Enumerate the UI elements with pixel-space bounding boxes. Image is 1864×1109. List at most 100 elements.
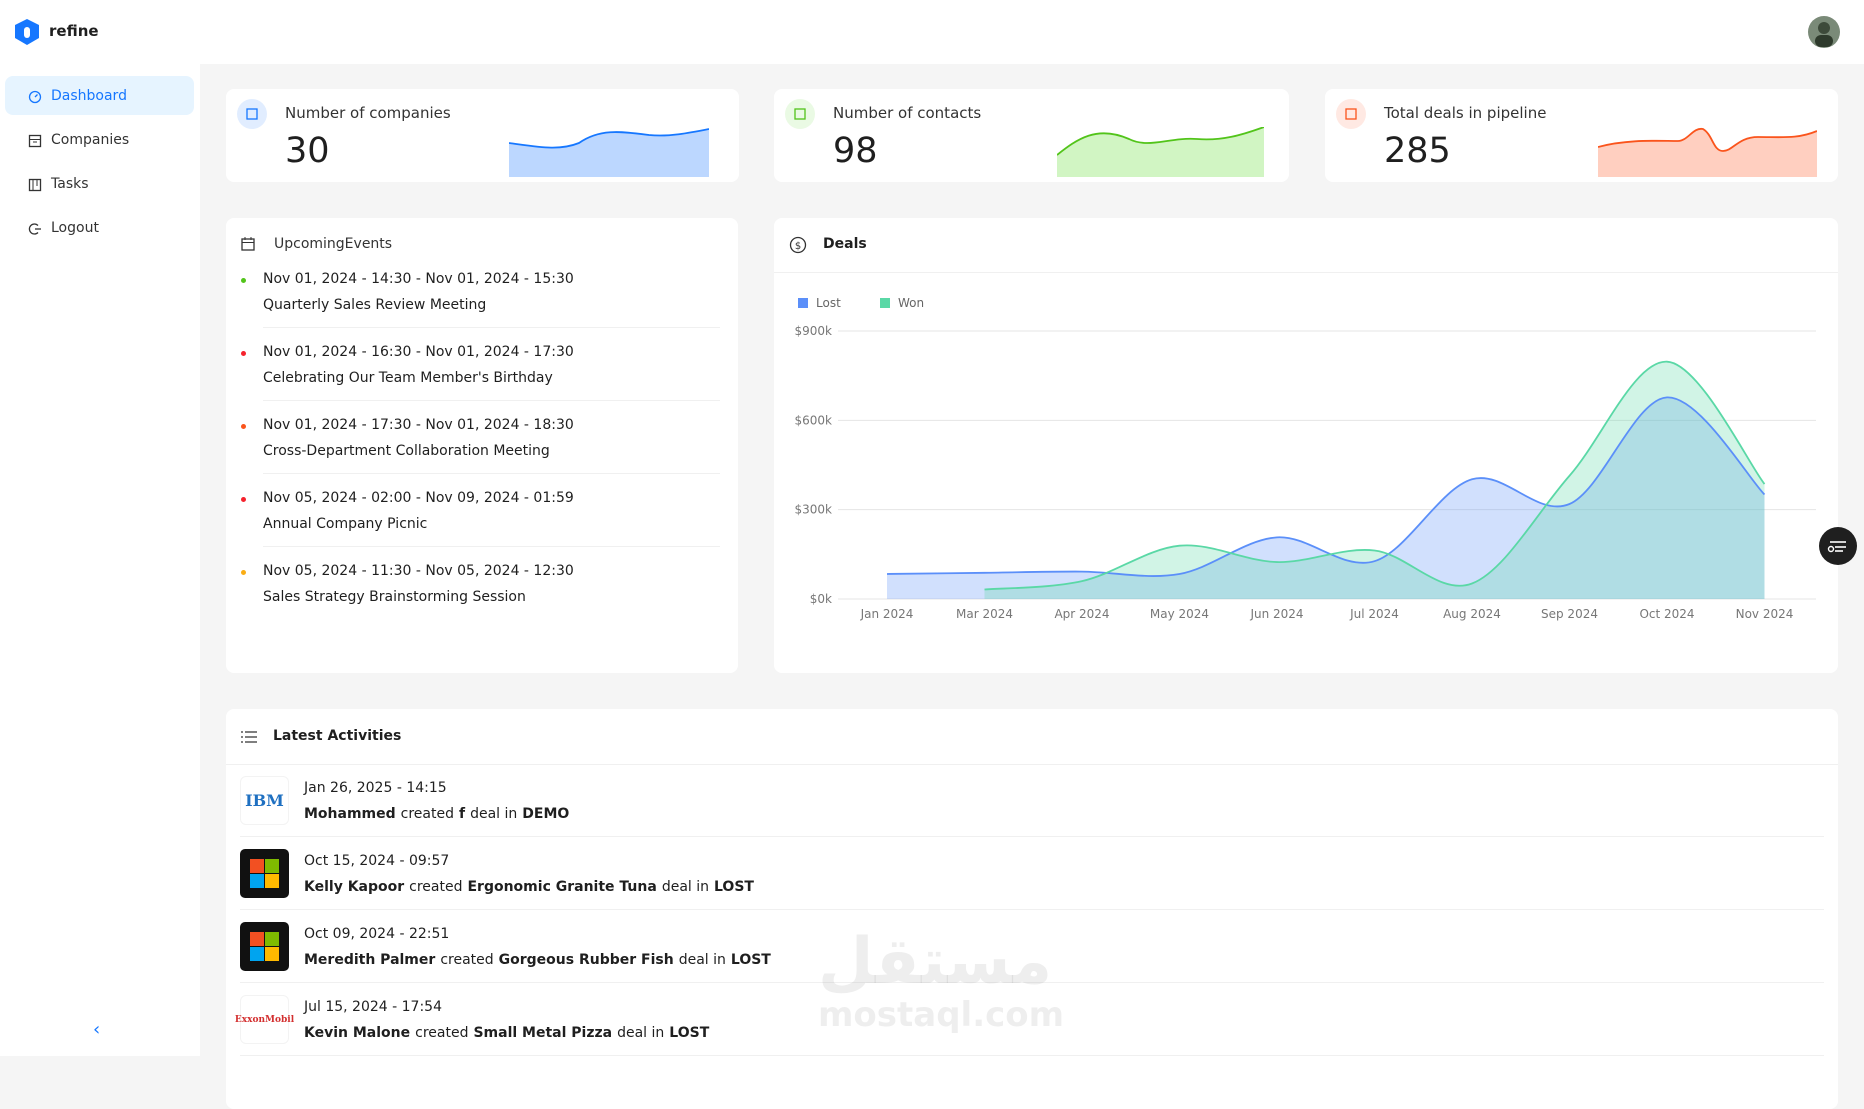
stat-value: 30 [285, 131, 330, 171]
x-tick-label: Apr 2024 [1054, 607, 1109, 621]
stat-value: 285 [1384, 131, 1451, 171]
watermark-latin: mostaql.com [818, 995, 1065, 1035]
event-title: Cross-Department Collaboration Meeting [263, 443, 550, 459]
activity-user: Mohammed [304, 806, 396, 822]
event-time: Nov 01, 2024 - 17:30 - Nov 01, 2024 - 18… [263, 417, 574, 433]
divider [263, 546, 720, 547]
activity-user: Kevin Malone [304, 1025, 411, 1041]
stat-icon [237, 99, 267, 129]
stat-title: Number of companies [285, 104, 451, 122]
stat-value: 98 [833, 131, 878, 171]
x-tick-label: Aug 2024 [1443, 607, 1501, 621]
stat-icon [785, 99, 815, 129]
event-title: Sales Strategy Brainstorming Session [263, 589, 526, 605]
event-dot [241, 570, 246, 575]
menu-item[interactable]: Companies [51, 132, 130, 148]
event-title: Annual Company Picnic [263, 516, 428, 532]
calendar-icon [241, 237, 255, 251]
event-time: Nov 05, 2024 - 02:00 - Nov 09, 2024 - 01… [263, 490, 574, 506]
sidebar: Dashboard Companies Tasks Logout ‹ [0, 64, 200, 1056]
y-tick-label: $0k [810, 592, 832, 606]
event-dot [241, 278, 246, 283]
menu-icon [28, 90, 42, 104]
avatar[interactable] [1808, 16, 1840, 48]
activity-connector: deal in [470, 806, 518, 822]
stat-icon [1336, 99, 1366, 129]
company-logo [240, 922, 289, 971]
menu-icon [28, 134, 42, 148]
series-area [887, 397, 1765, 599]
list-icon [241, 731, 257, 743]
series-line [984, 360, 1766, 591]
activity-deal: Ergonomic Granite Tuna [467, 879, 657, 895]
stat-title: Total deals in pipeline [1384, 104, 1547, 122]
menu-item[interactable]: Tasks [51, 176, 89, 192]
activity-stage: LOST [669, 1025, 710, 1041]
divider [226, 764, 1838, 765]
floating-button[interactable] [1819, 527, 1857, 565]
event-dot [241, 424, 246, 429]
divider [240, 982, 1824, 983]
x-tick-label: Mar 2024 [956, 607, 1013, 621]
activities-card: Latest Activities IBM Jan 26, 2025 - 14:1… [226, 709, 1838, 1109]
y-tick-label: $900k [795, 324, 833, 338]
deals-card: $ Deals $0k $300k $600k $900k Jan 2024 Mar 20… [774, 218, 1838, 673]
sparkline [509, 128, 709, 177]
stat-card: Number of companies 30 [226, 89, 739, 182]
event-time: Nov 01, 2024 - 16:30 - Nov 01, 2024 - 17… [263, 344, 574, 360]
activity-connector: deal in [661, 879, 709, 895]
series-line [886, 396, 1766, 577]
divider [263, 473, 720, 474]
activity-deal: Small Metal Pizza [473, 1025, 613, 1041]
menu-icon [28, 223, 41, 235]
stat-card: Total deals in pipeline 285 [1325, 89, 1838, 182]
x-tick-label: Jan 2024 [860, 607, 914, 621]
deals-chart: $0k $300k $600k $900k Jan 2024 Mar 2024 Apr 20… [795, 296, 1816, 621]
activity-date: Jul 15, 2024 - 17:54 [304, 999, 442, 1015]
legend-swatch [798, 298, 808, 308]
event-dot [241, 351, 246, 356]
header: refine [0, 0, 1864, 64]
event-title: Quarterly Sales Review Meeting [263, 297, 487, 313]
divider [263, 400, 720, 401]
legend-label: Lost [816, 296, 841, 310]
x-tick-label: Jun 2024 [1249, 607, 1303, 621]
svg-text:$: $ [795, 241, 801, 252]
activity-deal: f [458, 806, 466, 822]
activity-action: created [415, 1025, 469, 1041]
menu-item[interactable]: Logout [51, 220, 99, 236]
legend-swatch [880, 298, 890, 308]
brand-name: refine [49, 22, 99, 40]
divider [240, 836, 1824, 837]
y-tick-label: $300k [795, 503, 833, 517]
event-time: Nov 05, 2024 - 11:30 - Nov 05, 2024 - 12… [263, 563, 574, 579]
activity-date: Oct 09, 2024 - 22:51 [304, 926, 450, 942]
activity-deal: Gorgeous Rubber Fish [498, 952, 674, 968]
divider [263, 327, 720, 328]
activity-date: Jan 26, 2025 - 14:15 [304, 780, 447, 796]
activity-action: created [409, 879, 463, 895]
events-title: UpcomingEvents [274, 236, 393, 252]
x-tick-label: Jul 2024 [1349, 607, 1399, 621]
activity-user: Meredith Palmer [304, 952, 436, 968]
divider [240, 909, 1824, 910]
x-tick-label: Sep 2024 [1541, 607, 1598, 621]
legend-label: Won [898, 296, 924, 310]
event-time: Nov 01, 2024 - 14:30 - Nov 01, 2024 - 15… [263, 271, 574, 287]
menu-item[interactable]: Dashboard [51, 88, 127, 104]
stat-title: Number of contacts [833, 104, 982, 122]
activity-user: Kelly Kapoor [304, 879, 405, 895]
event-dot [241, 497, 246, 502]
watermark-arabic: مستقل [818, 925, 1053, 999]
activity-connector: deal in [678, 952, 726, 968]
activity-connector: deal in [617, 1025, 665, 1041]
activity-text: Kelly Kapoor created Ergonomic Granite Tun… [304, 879, 759, 895]
menu-icon [28, 178, 42, 192]
activities-title: Latest Activities [273, 728, 402, 744]
dollar-icon: $ [789, 236, 807, 254]
events-card: UpcomingEvents Nov 01, 2024 - 14:30 - No… [226, 218, 738, 673]
sparkline [1057, 127, 1264, 177]
activity-text: Mohammed created f deal in DEMO [304, 806, 574, 822]
company-logo: ExxonMobil [235, 995, 294, 1044]
collapse-button[interactable]: ‹ [93, 1019, 101, 1040]
